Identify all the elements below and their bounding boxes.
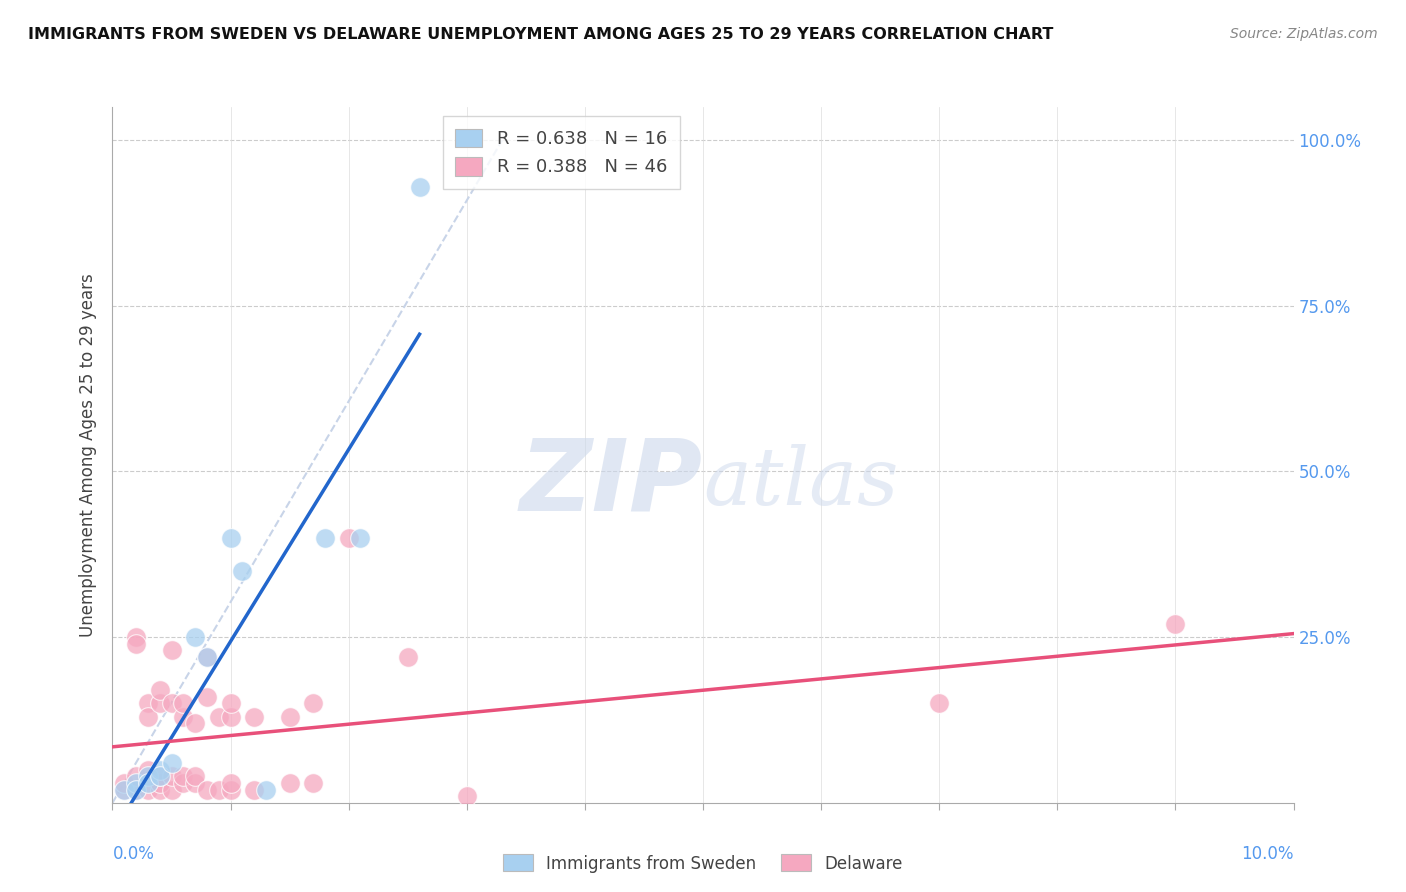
Point bbox=[219, 776, 242, 790]
Legend: Immigrants from Sweden, Delaware: Immigrants from Sweden, Delaware bbox=[496, 847, 910, 880]
Point bbox=[195, 782, 218, 797]
Text: IMMIGRANTS FROM SWEDEN VS DELAWARE UNEMPLOYMENT AMONG AGES 25 TO 29 YEARS CORREL: IMMIGRANTS FROM SWEDEN VS DELAWARE UNEMP… bbox=[28, 27, 1053, 42]
Point bbox=[149, 697, 172, 711]
Point bbox=[302, 697, 325, 711]
Point bbox=[396, 650, 419, 665]
Point bbox=[254, 782, 277, 797]
Point bbox=[184, 776, 207, 790]
Point bbox=[149, 763, 172, 777]
Point bbox=[149, 769, 172, 783]
Point bbox=[337, 531, 360, 545]
Point bbox=[1164, 616, 1187, 631]
Point bbox=[149, 782, 172, 797]
Point bbox=[112, 776, 135, 790]
Point bbox=[160, 782, 183, 797]
Point bbox=[172, 776, 194, 790]
Point bbox=[149, 769, 172, 783]
Point bbox=[149, 776, 172, 790]
Point bbox=[172, 697, 194, 711]
Point bbox=[219, 782, 242, 797]
Point bbox=[219, 531, 242, 545]
Point bbox=[172, 769, 194, 783]
Point bbox=[219, 709, 242, 723]
Point bbox=[112, 782, 135, 797]
Point bbox=[184, 630, 207, 644]
Point bbox=[314, 531, 336, 545]
Point bbox=[136, 782, 159, 797]
Point bbox=[125, 630, 148, 644]
Point bbox=[195, 690, 218, 704]
Point bbox=[136, 776, 159, 790]
Text: 10.0%: 10.0% bbox=[1241, 845, 1294, 863]
Legend: R = 0.638   N = 16, R = 0.388   N = 46: R = 0.638 N = 16, R = 0.388 N = 46 bbox=[443, 116, 681, 189]
Point bbox=[184, 769, 207, 783]
Point bbox=[349, 531, 371, 545]
Point bbox=[219, 697, 242, 711]
Point bbox=[928, 697, 950, 711]
Point bbox=[125, 769, 148, 783]
Point bbox=[125, 782, 148, 797]
Point bbox=[231, 564, 253, 578]
Point bbox=[125, 776, 148, 790]
Text: atlas: atlas bbox=[703, 444, 898, 522]
Point bbox=[208, 782, 231, 797]
Point bbox=[160, 697, 183, 711]
Point bbox=[243, 709, 266, 723]
Text: 0.0%: 0.0% bbox=[112, 845, 155, 863]
Point bbox=[278, 776, 301, 790]
Text: Source: ZipAtlas.com: Source: ZipAtlas.com bbox=[1230, 27, 1378, 41]
Point bbox=[456, 789, 478, 804]
Point bbox=[184, 716, 207, 731]
Y-axis label: Unemployment Among Ages 25 to 29 years: Unemployment Among Ages 25 to 29 years bbox=[79, 273, 97, 637]
Point bbox=[160, 643, 183, 657]
Point bbox=[136, 709, 159, 723]
Point bbox=[278, 709, 301, 723]
Point bbox=[195, 650, 218, 665]
Point bbox=[125, 782, 148, 797]
Point bbox=[112, 782, 135, 797]
Point bbox=[136, 697, 159, 711]
Point bbox=[208, 709, 231, 723]
Point bbox=[195, 650, 218, 665]
Point bbox=[136, 769, 159, 783]
Point bbox=[172, 709, 194, 723]
Point bbox=[136, 763, 159, 777]
Point bbox=[243, 782, 266, 797]
Point bbox=[160, 769, 183, 783]
Point bbox=[149, 683, 172, 698]
Text: ZIP: ZIP bbox=[520, 434, 703, 532]
Point bbox=[408, 179, 430, 194]
Point bbox=[125, 637, 148, 651]
Point bbox=[302, 776, 325, 790]
Point bbox=[160, 756, 183, 770]
